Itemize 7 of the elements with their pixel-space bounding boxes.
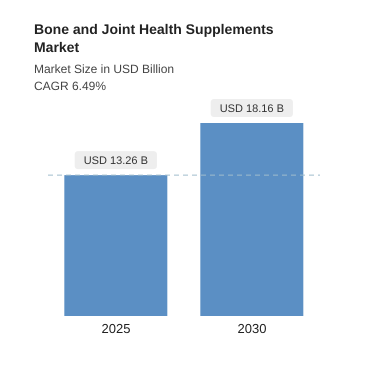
chart-subtitle: Market Size in USD Billion [34,62,176,76]
data-label: USD 13.26 B [84,155,148,168]
chart-title: Bone and Joint Health Supplements Market [34,20,274,56]
x-tick-label: 2025 [102,321,130,336]
text: CAGR 6.49% [34,79,108,93]
x-tick-label: 2030 [238,321,266,336]
data-label: USD 18.16 B [220,103,284,115]
